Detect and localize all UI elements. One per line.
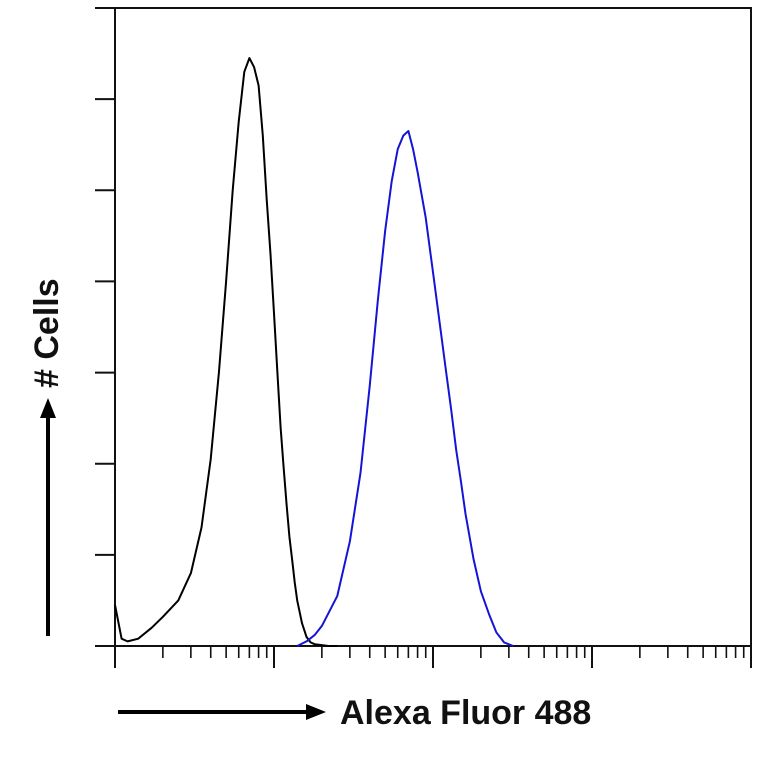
y-axis-ticks — [95, 7, 115, 647]
series-line-1 — [114, 57, 338, 647]
y-axis-label: # Cells — [28, 278, 66, 388]
plot-area — [114, 7, 752, 647]
x-axis-label: Alexa Fluor 488 — [340, 694, 591, 732]
x-axis-arrow — [118, 704, 326, 720]
plot-frame — [114, 7, 752, 647]
series-line-2 — [296, 130, 514, 647]
y-axis-arrow — [40, 398, 56, 636]
series-layer — [114, 57, 514, 647]
x-axis-ticks — [114, 646, 752, 668]
